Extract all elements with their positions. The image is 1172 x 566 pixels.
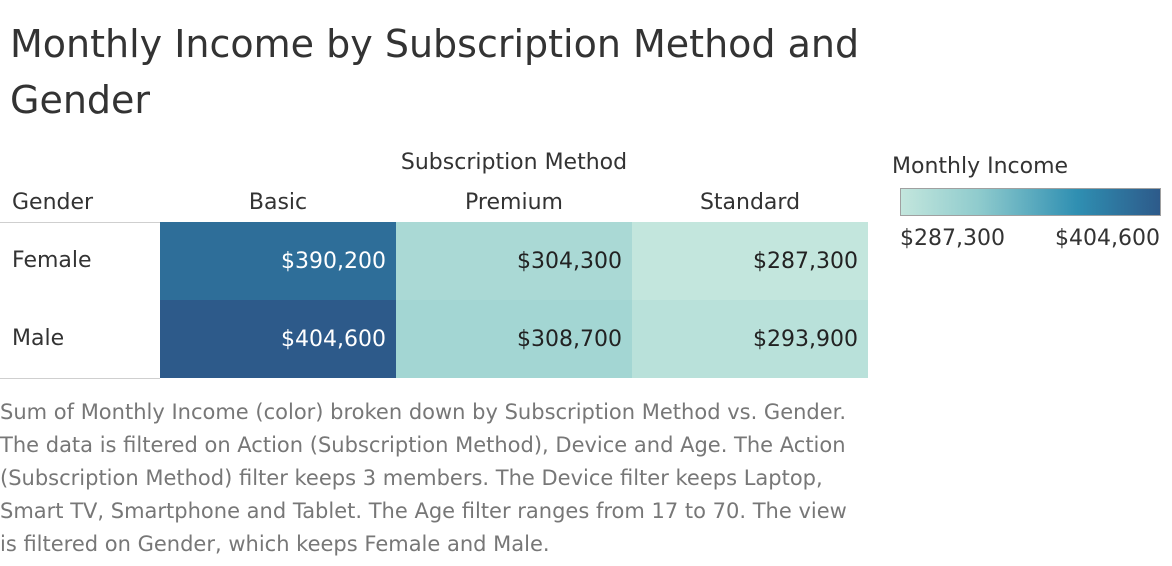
heatmap-cell-female-basic[interactable]: $390,200 [160, 222, 396, 300]
cell-label: $390,200 [281, 248, 386, 274]
heatmap-cell-female-premium[interactable]: $304,300 [396, 222, 632, 300]
heatmap-cell-male-standard[interactable]: $293,900 [632, 300, 868, 378]
chart-caption: Sum of Monthly Income (color) broken dow… [0, 400, 847, 556]
legend-max-label: $404,600 [1055, 226, 1160, 251]
cell-label: $308,700 [517, 326, 622, 352]
legend-title: Monthly Income [892, 154, 1069, 179]
row-header-title: Gender [12, 190, 94, 215]
chart-title: Monthly Income by Subscription Method an… [10, 22, 860, 122]
legend-min-label: $287,300 [900, 226, 1005, 251]
column-group-header: Subscription Method [400, 150, 628, 175]
column-header-standard: Standard [699, 190, 801, 215]
legend-color-ramp[interactable] [900, 188, 1161, 216]
column-header-basic: Basic [248, 190, 308, 215]
cell-label: $404,600 [281, 326, 386, 352]
cell-label: $293,900 [753, 326, 858, 352]
heatmap-cell-male-basic[interactable]: $404,600 [160, 300, 396, 378]
row-label-female: Female [12, 248, 92, 273]
row-label-male: Male [12, 326, 65, 351]
cell-label: $287,300 [753, 248, 858, 274]
heatmap-cell-male-premium[interactable]: $308,700 [396, 300, 632, 378]
heatmap-cell-female-standard[interactable]: $287,300 [632, 222, 868, 300]
column-header-premium: Premium [465, 190, 563, 215]
cell-label: $304,300 [517, 248, 622, 274]
row-header-divider [0, 378, 160, 379]
